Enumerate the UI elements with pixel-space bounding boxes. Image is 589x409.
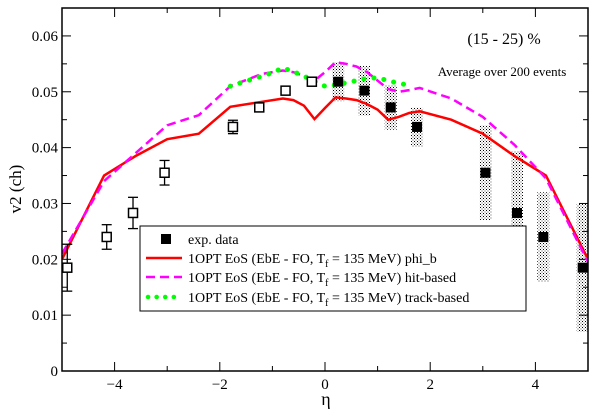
x-tick-label: −2	[212, 377, 228, 393]
plot-frame	[61, 7, 589, 372]
series-line-solid	[62, 96, 588, 260]
y-tick-label: 0.06	[32, 29, 59, 45]
legend-marker-exp-data	[161, 234, 171, 244]
series-line-dashed	[62, 60, 588, 263]
exp-point-filled	[480, 167, 491, 178]
y-tick-label: 0	[51, 364, 59, 380]
tick-labels: −4 −2 0 2 4 0 0.01 0.02 0.03 0.04 0.05 0.06	[32, 29, 540, 393]
x-tick-label: 4	[532, 377, 540, 393]
exp-point-open	[254, 102, 265, 113]
exp-point-open	[101, 231, 112, 243]
legend: exp. data 1OPT EoS (EbE - FO, Tf = 135 M…	[139, 225, 527, 312]
exp-point-filled	[333, 76, 344, 87]
series-line-dotted	[227, 65, 412, 89]
x-tick-label: −4	[107, 377, 123, 393]
legend-label-exp-data: exp. data	[188, 233, 239, 248]
legend-label-track-based: 1OPT EoS (EbE - FO, Tf = 135 MeV) track-…	[188, 291, 469, 309]
y-axis-label: v2 (ch)	[6, 165, 25, 214]
experimental-points	[62, 76, 588, 292]
y-tick-label: 0.04	[32, 141, 59, 157]
exp-point-open	[127, 207, 139, 219]
exp-point-open	[306, 76, 318, 87]
legend-box	[139, 225, 527, 312]
x-tick-label: 0	[321, 377, 329, 393]
y-tick-label: 0.02	[32, 252, 58, 268]
exp-point-open	[159, 167, 170, 178]
model-curves	[62, 60, 588, 263]
exp-point-open	[62, 262, 73, 273]
y-tick-label: 0.03	[32, 196, 58, 212]
x-axis-label: η	[321, 389, 330, 409]
exp-point-open	[280, 85, 291, 96]
x-tick-label: 2	[426, 377, 434, 393]
y-tick-label: 0.01	[32, 308, 58, 324]
exp-point-filled	[577, 262, 588, 273]
annotation-average: Average over 200 events	[438, 64, 567, 79]
exp-point-filled	[412, 121, 423, 132]
exp-point-open	[227, 121, 239, 133]
exp-point-filled	[538, 231, 549, 242]
exp-point-filled	[359, 85, 370, 96]
y-tick-label: 0.05	[32, 85, 58, 101]
legend-label-phi-b: 1OPT EoS (EbE - FO, Tf = 135 MeV) phi_b	[188, 252, 437, 270]
legend-label-hit-based: 1OPT EoS (EbE - FO, Tf = 135 MeV) hit-ba…	[188, 271, 456, 289]
axis-ticks	[61, 8, 589, 372]
exp-point-filled	[511, 207, 522, 218]
exp-point-filled	[385, 102, 396, 113]
annotation-centrality: (15 - 25) %	[467, 31, 540, 48]
